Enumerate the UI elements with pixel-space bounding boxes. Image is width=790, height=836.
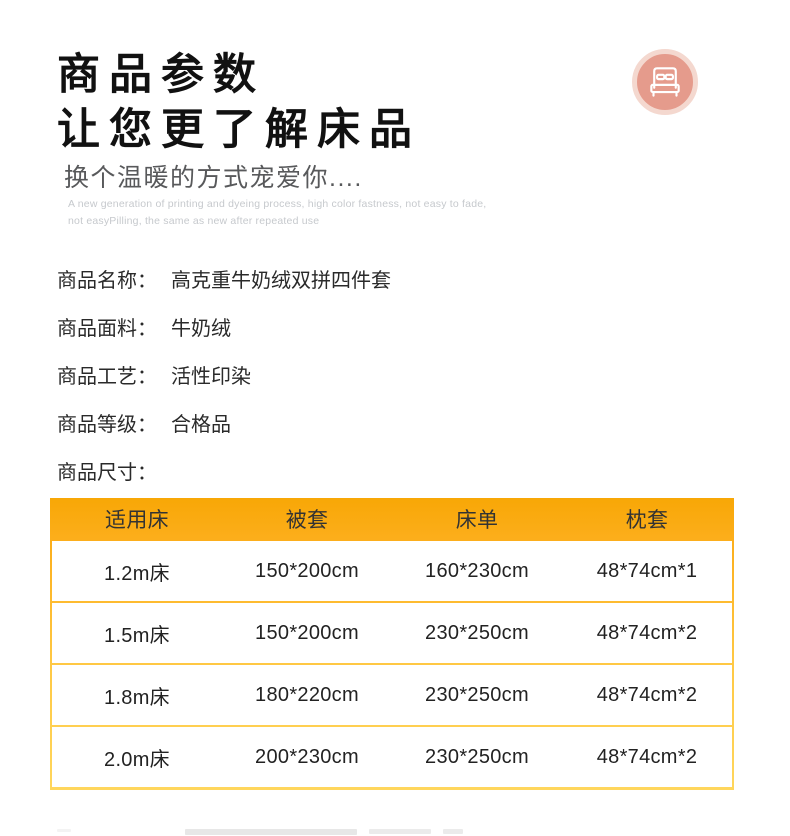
size-table-cell: 1.2m床 xyxy=(104,562,170,585)
size-table-cell: 200*230cm xyxy=(255,745,359,768)
size-table-row-2-0m: 2.0m床 200*230cm 230*250cm 48*74cm*2 xyxy=(52,727,732,787)
page-tagline: A new generation of printing and dyeing … xyxy=(68,196,486,230)
spec-row-size: 商品尺寸： xyxy=(57,446,391,494)
size-table-header-cell-sheet: 床单 xyxy=(455,508,499,532)
size-table-cell: 150*200cm xyxy=(255,559,359,582)
bed-icon-badge xyxy=(632,49,698,115)
tagline-line2: not easyPilling, the same as new after r… xyxy=(68,215,320,227)
spec-value: 活性印染 xyxy=(171,365,251,388)
spec-value: 牛奶绒 xyxy=(171,317,231,340)
size-table-cell: 180*220cm xyxy=(255,683,359,706)
spec-row-grade: 商品等级： 合格品 xyxy=(57,398,391,446)
size-table-cell: 160*230cm xyxy=(425,559,529,582)
size-table-cell: 230*250cm xyxy=(425,745,529,768)
size-table-cell: 230*250cm xyxy=(425,683,529,706)
size-table-header: 适用床 被套 床单 枕套 xyxy=(52,498,732,539)
size-table-header-cell-pillowcase: 枕套 xyxy=(625,508,669,532)
spec-row-fabric: 商品面料： 牛奶绒 xyxy=(57,302,391,350)
page-subtitle: 换个温暖的方式宠爱你.... xyxy=(64,164,363,192)
spec-row-name: 商品名称： 高克重牛奶绒双拼四件套 xyxy=(57,254,391,302)
spec-value: 合格品 xyxy=(171,413,231,436)
spec-label: 商品工艺： xyxy=(57,365,157,388)
size-table-cell: 1.8m床 xyxy=(104,686,170,709)
section-header: 商品参数 让您更了解床品 xyxy=(57,48,421,158)
size-table-row-1-5m: 1.5m床 150*200cm 230*250cm 48*74cm*2 xyxy=(52,603,732,663)
bed-icon xyxy=(642,59,688,105)
spec-label: 商品名称： xyxy=(57,269,157,292)
size-table-cell: 48*74cm*2 xyxy=(596,621,698,644)
size-table: 适用床 被套 床单 枕套 1.2m床 150*200cm 160*230cm 4… xyxy=(50,498,734,790)
size-table-cell: 48*74cm*2 xyxy=(596,683,698,706)
spec-label: 商品等级： xyxy=(57,413,157,436)
spec-value: 高克重牛奶绒双拼四件套 xyxy=(171,269,391,292)
page-title-line2: 让您更了解床品 xyxy=(57,106,421,154)
size-table-cell: 1.5m床 xyxy=(104,624,170,647)
next-section-cutoff xyxy=(57,829,737,836)
size-table-header-cell-bed: 适用床 xyxy=(105,508,169,532)
size-table-cell: 230*250cm xyxy=(425,621,529,644)
size-table-row-1-8m: 1.8m床 180*220cm 230*250cm 48*74cm*2 xyxy=(52,665,732,725)
size-table-cell: 150*200cm xyxy=(255,621,359,644)
spec-list: 商品名称： 高克重牛奶绒双拼四件套 商品面料： 牛奶绒 商品工艺： 活性印染 商… xyxy=(57,254,391,494)
size-table-header-cell-duvet-cover: 被套 xyxy=(285,508,329,532)
size-table-cell: 48*74cm*2 xyxy=(596,745,698,768)
spec-label: 商品面料： xyxy=(57,317,157,340)
spec-row-craft: 商品工艺： 活性印染 xyxy=(57,350,391,398)
page-title-line1: 商品参数 xyxy=(57,51,265,99)
size-table-row-1-2m: 1.2m床 150*200cm 160*230cm 48*74cm*1 xyxy=(52,541,732,601)
tagline-line1: A new generation of printing and dyeing … xyxy=(68,198,487,210)
spec-label: 商品尺寸： xyxy=(57,461,157,484)
size-table-cell: 2.0m床 xyxy=(104,748,170,771)
size-table-cell: 48*74cm*1 xyxy=(596,559,698,582)
